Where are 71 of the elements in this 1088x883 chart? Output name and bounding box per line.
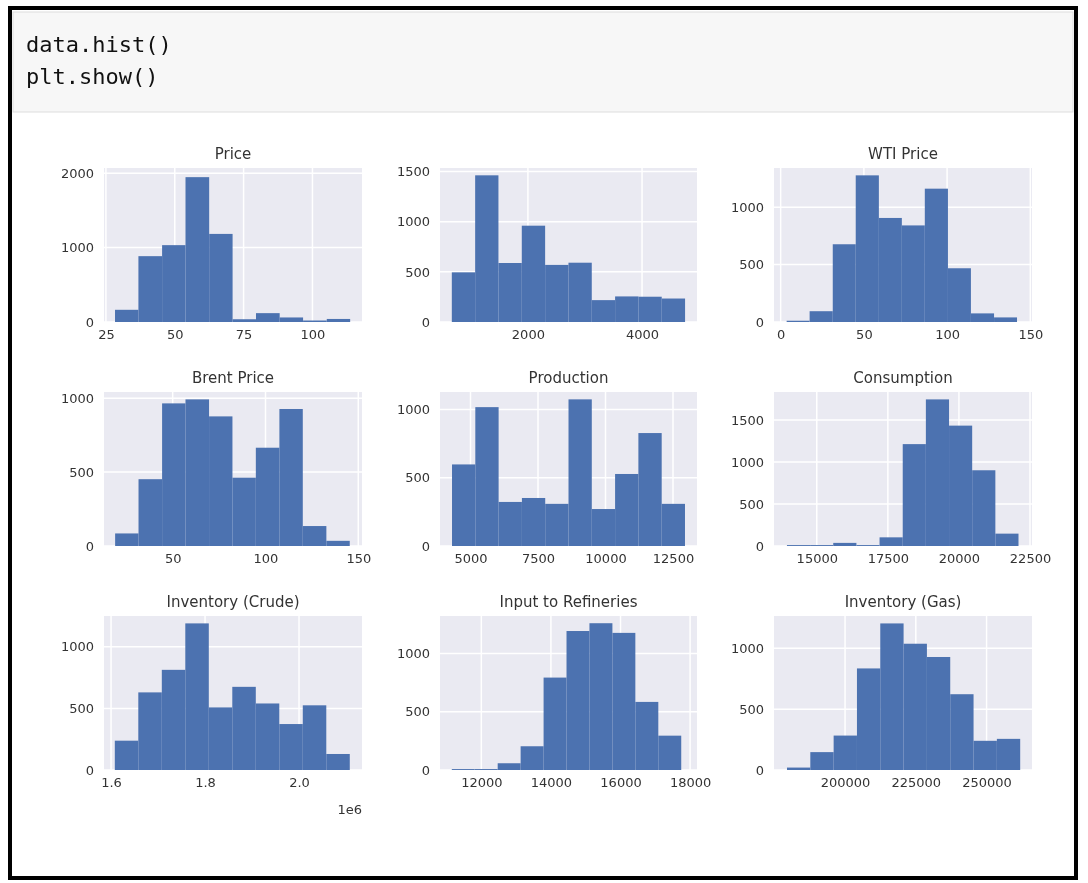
x-tick-label: 1.6 — [101, 775, 122, 791]
y-tick-label: 1000 — [730, 199, 764, 215]
x-tick-label: 5000 — [454, 551, 488, 567]
y-tick-label: 1000 — [730, 454, 764, 470]
x-tick-label: 100 — [935, 327, 961, 343]
y-tick-label: 0 — [85, 314, 94, 330]
y-tick-label: 0 — [755, 762, 764, 778]
x-tick-label: 7500 — [521, 551, 556, 567]
y-tick-label: 1000 — [60, 390, 94, 406]
x-tick-label: 20000 — [938, 551, 981, 567]
x-tick-label: 1.8 — [195, 775, 216, 791]
chart-title: Inventory (Crude) — [166, 593, 300, 611]
y-tick-label: 0 — [85, 538, 94, 554]
y-tick-label: 0 — [421, 538, 430, 554]
y-tick-label: 1000 — [60, 240, 94, 256]
x-tick-label: 75 — [235, 327, 253, 343]
text: plt.show() — [26, 64, 159, 89]
x-tick-label: 150 — [346, 551, 372, 567]
chart-title: Price — [214, 145, 252, 163]
chart-title: Production — [528, 369, 609, 387]
chart-title: WTI Price — [868, 145, 938, 163]
text: data.hist() — [26, 32, 172, 57]
y-tick-label: 1500 — [730, 412, 764, 428]
x-tick-label: 22500 — [1009, 551, 1052, 567]
y-tick-label: 1000 — [730, 641, 764, 657]
y-tick-label: 1000 — [396, 402, 430, 418]
y-tick-label: 500 — [69, 464, 94, 480]
y-tick-label: 0 — [421, 314, 430, 330]
y-tick-label: 0 — [755, 538, 764, 554]
x-tick-label: 14000 — [530, 775, 573, 791]
y-tick-label: 1000 — [396, 214, 430, 230]
y-tick-label: 500 — [405, 264, 430, 280]
y-tick-label: 500 — [405, 470, 430, 486]
y-tick-label: 500 — [739, 257, 764, 273]
x-tick-label: 250000 — [962, 775, 1012, 791]
x-tick-label: 17500 — [867, 551, 910, 567]
x-tick-label: 225000 — [891, 775, 942, 791]
x-axis-title: 1e6 — [337, 802, 362, 817]
y-tick-label: 1000 — [60, 639, 94, 655]
x-tick-label: 12000 — [461, 775, 503, 791]
y-tick-label: 2000 — [60, 165, 94, 181]
y-tick-label: 1500 — [396, 164, 430, 180]
x-tick-label: 25 — [98, 327, 115, 343]
x-tick-label: 150 — [1018, 327, 1044, 343]
x-tick-label: 200000 — [820, 775, 871, 791]
y-tick-label: 0 — [755, 314, 764, 330]
chart-title: Inventory (Gas) — [844, 593, 962, 611]
x-tick-label: 0 — [777, 327, 786, 343]
y-tick-label: 1000 — [396, 646, 430, 662]
x-tick-label: 4000 — [625, 327, 660, 343]
x-tick-label: 15000 — [796, 551, 838, 567]
y-tick-label: 500 — [405, 704, 430, 720]
y-tick-label: 0 — [421, 762, 430, 778]
x-tick-label: 10000 — [585, 551, 627, 567]
x-tick-label: 100 — [253, 551, 279, 567]
x-tick-label: 50 — [856, 327, 873, 343]
x-tick-label: 50 — [164, 551, 182, 567]
chart-title: Brent Price — [191, 369, 275, 387]
y-tick-label: 500 — [739, 496, 764, 512]
y-tick-label: 500 — [69, 701, 94, 717]
x-tick-label: 18000 — [669, 775, 712, 791]
y-tick-label: 500 — [739, 701, 764, 717]
x-tick-label: 2.0 — [289, 775, 310, 791]
x-tick-label: 50 — [166, 327, 184, 343]
x-tick-label: 16000 — [600, 775, 642, 791]
y-tick-label: 0 — [85, 762, 94, 778]
x-tick-label: 100 — [300, 327, 326, 343]
chart-title: Input to Refineries — [499, 593, 638, 611]
x-tick-label: 12500 — [652, 551, 695, 567]
chart-title: Consumption — [853, 369, 953, 387]
x-tick-label: 2000 — [511, 327, 545, 343]
